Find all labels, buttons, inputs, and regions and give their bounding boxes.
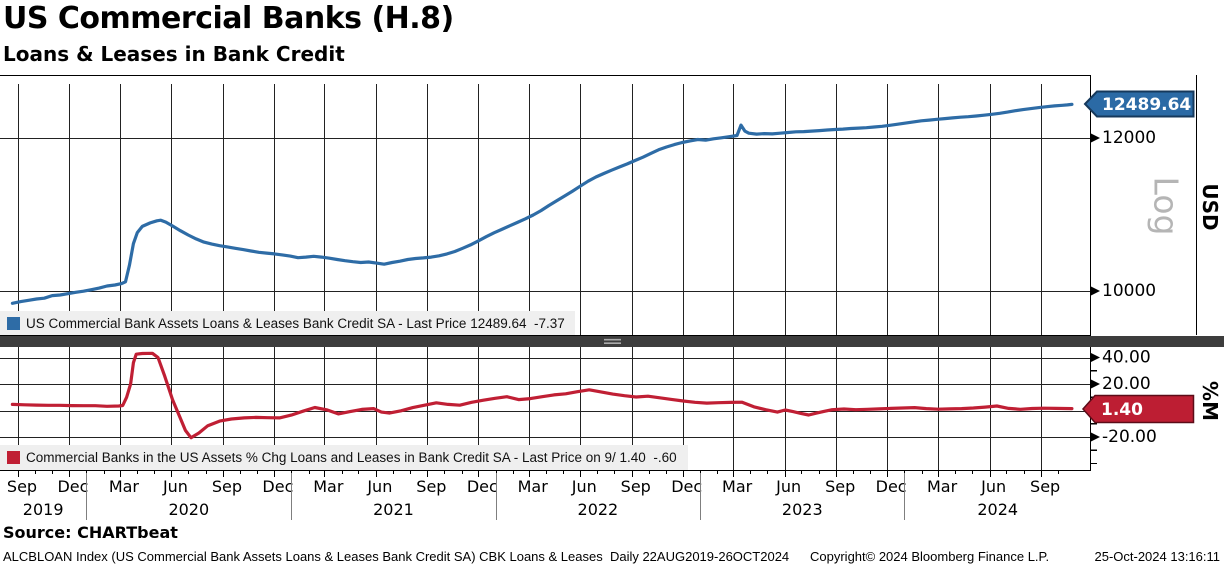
x-month-label: Dec [262, 477, 293, 496]
top-panel-legend[interactable]: US Commercial Bank Assets Loans & Leases… [0, 311, 575, 335]
page-title: US Commercial Banks (H.8) [3, 1, 454, 36]
timestamp: 25-Oct-2024 13:16:11 [1094, 549, 1220, 564]
x-month-label: Sep [1030, 477, 1060, 496]
x-month-label: Sep [621, 477, 651, 496]
tick-arrow-icon [1091, 432, 1100, 442]
gridlines [0, 84, 1091, 470]
x-year-label: 2019 [23, 500, 64, 519]
x-month-label: Mar [927, 477, 958, 496]
panel-divider-grip[interactable] [604, 338, 621, 345]
log-scale-watermark: Log [1147, 177, 1186, 236]
x-month-label: Jun [571, 477, 597, 496]
bottom-ytick-neg20: -20.00 [1102, 427, 1157, 447]
data-series [10, 102, 1074, 440]
x-month-label: Jun [366, 477, 392, 496]
source-line: Source: CHARTbeat [3, 523, 178, 542]
page-subtitle: Loans & Leases in Bank Credit [3, 42, 345, 66]
red-series-swatch-icon [7, 451, 20, 464]
top-axis-unit-label: USD [1198, 183, 1222, 230]
x-month-label: Jun [162, 477, 188, 496]
x-month-label: Mar [518, 477, 549, 496]
x-month-label: Sep [7, 477, 37, 496]
x-month-label: Mar [313, 477, 344, 496]
x-year-label: 2021 [373, 500, 414, 519]
copyright-notice: Copyright© 2024 Bloomberg Finance L.P. [810, 549, 1050, 564]
bottom-panel-legend[interactable]: Commercial Banks in the US Assets % Chg … [0, 445, 688, 470]
x-axis-labels: Sep Dec Mar Jun Sep Dec Mar Jun Sep Dec Mar Jun Sep D… [7, 473, 1060, 520]
bottom-series-line [10, 351, 1074, 440]
top-last-price-tag: 12489.64 [1083, 90, 1195, 118]
bottom-last-price-tag: 1.40 [1081, 394, 1195, 424]
top-legend-label: US Commercial Bank Assets Loans & Leases… [26, 315, 565, 331]
ticker-description: ALCBLOAN Index (US Commercial Bank Asset… [3, 549, 790, 564]
bottom-axis-unit-label: %M [1198, 381, 1222, 421]
panel-separator-bar [0, 336, 1224, 347]
x-month-label: Dec [671, 477, 702, 496]
top-series-line [10, 102, 1074, 305]
top-ytick-12000: 12000 [1102, 128, 1156, 148]
x-year-label: 2024 [977, 500, 1018, 519]
top-last-price-value: 12489.64 [1102, 95, 1191, 115]
tick-arrow-icon [1091, 286, 1100, 296]
bottom-axis-tick-arrows [1091, 353, 1100, 442]
bottom-ytick-20: 20.00 [1102, 374, 1151, 394]
x-month-label: Jun [980, 477, 1006, 496]
x-month-label: Dec [467, 477, 498, 496]
x-month-label: Dec [57, 477, 88, 496]
tick-arrow-icon [1091, 379, 1100, 389]
x-month-label: Dec [876, 477, 907, 496]
x-month-label: Sep [212, 477, 242, 496]
top-ytick-10000: 10000 [1102, 281, 1156, 301]
x-year-label: 2023 [782, 500, 823, 519]
x-month-label: Jun [775, 477, 801, 496]
blue-series-swatch-icon [7, 316, 20, 330]
x-month-label: Sep [416, 477, 446, 496]
bottom-last-price-value: 1.40 [1101, 400, 1143, 420]
x-month-label: Mar [722, 477, 753, 496]
x-year-label: 2020 [168, 500, 209, 519]
bottom-legend-label: Commercial Banks in the US Assets % Chg … [26, 450, 677, 465]
x-axis-ticks [17, 470, 1060, 477]
tick-arrow-icon [1091, 353, 1100, 362]
x-month-label: Sep [825, 477, 855, 496]
x-month-label: Mar [109, 477, 140, 496]
x-year-label: 2022 [578, 500, 619, 519]
bottom-ytick-40: 40.00 [1102, 348, 1151, 368]
top-axis-tick-arrows [1091, 133, 1100, 296]
tick-arrow-icon [1091, 133, 1100, 143]
